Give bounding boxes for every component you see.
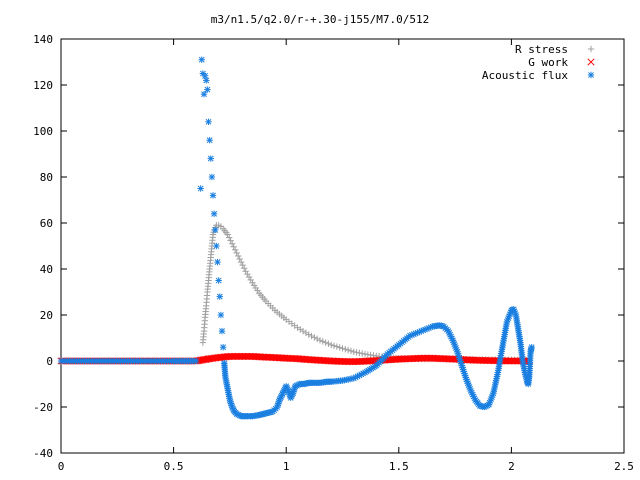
data-point	[230, 243, 237, 250]
data-point	[206, 137, 213, 144]
data-point	[236, 255, 243, 263]
x-tick-label: 0	[58, 460, 65, 473]
y-tick-label: -40	[33, 447, 53, 460]
data-point	[218, 327, 226, 335]
axes: 0 0.5 1 1.5 2 2.5 -40 -20 0 20 40 60 80 100 120 140	[33, 33, 634, 473]
data-point	[245, 273, 253, 281]
x-tick-label: 1	[283, 460, 290, 473]
data-point	[325, 340, 332, 347]
data-point	[336, 344, 343, 351]
legend-label: R stress	[515, 43, 568, 56]
data-point	[328, 341, 335, 349]
data-point	[339, 345, 346, 352]
data-point	[356, 349, 363, 357]
data-point	[197, 185, 204, 192]
data-point	[302, 329, 310, 337]
x-tick-label: 0.5	[164, 460, 184, 473]
data-point	[201, 72, 209, 79]
data-point	[208, 173, 216, 181]
y-tick-label: 140	[33, 33, 53, 46]
data-point	[217, 311, 225, 319]
data-point	[247, 276, 254, 284]
data-point	[214, 258, 221, 266]
data-point	[311, 334, 318, 341]
data-point	[228, 240, 236, 247]
data-point	[239, 261, 246, 269]
x-tick-label: 1.5	[389, 460, 409, 473]
y-tick-label: 60	[40, 217, 53, 230]
legend-marker	[587, 58, 595, 66]
series-layer	[57, 56, 535, 420]
data-point	[192, 357, 200, 365]
data-point	[212, 226, 219, 234]
chart-title: m3/n1.5/q2.0/r-+.30-j155/M7.0/512	[211, 13, 430, 26]
data-point	[347, 347, 355, 355]
y-tick-label: -20	[33, 401, 53, 414]
y-tick-label: 80	[40, 171, 53, 184]
data-point	[204, 86, 211, 93]
data-point	[233, 249, 240, 257]
legend-marker	[587, 45, 595, 53]
y-tick-label: 0	[46, 355, 53, 368]
data-point	[207, 155, 214, 162]
y-tick-label: 100	[33, 125, 53, 138]
data-point	[313, 335, 321, 343]
data-point	[316, 337, 324, 344]
data-point	[305, 331, 312, 338]
legend-label: G work	[528, 56, 568, 69]
data-point	[308, 332, 315, 340]
data-point	[240, 265, 248, 272]
data-point	[231, 246, 239, 254]
series-r-stress	[199, 222, 533, 364]
legend-label: Acoustic flux	[482, 69, 568, 82]
data-point	[219, 344, 227, 351]
data-point	[342, 346, 349, 353]
data-point	[200, 91, 208, 98]
data-point	[209, 192, 217, 199]
data-point	[216, 293, 223, 300]
data-point	[215, 277, 222, 284]
data-point	[297, 326, 304, 333]
data-point	[213, 242, 220, 250]
data-point	[299, 327, 307, 335]
data-point	[359, 350, 366, 357]
data-point	[237, 258, 245, 266]
data-point	[242, 268, 249, 275]
data-point	[322, 339, 329, 346]
data-point	[224, 231, 231, 238]
y-tick-label: 40	[40, 263, 53, 276]
data-point	[353, 349, 360, 356]
y-tick-label: 20	[40, 309, 53, 322]
data-point	[528, 344, 535, 351]
data-point	[344, 346, 352, 354]
series-acoustic-flux	[57, 56, 535, 420]
data-point	[234, 252, 242, 260]
data-point	[205, 118, 212, 125]
data-point	[225, 234, 233, 241]
data-point	[319, 338, 326, 345]
data-point	[333, 343, 341, 350]
plot-frame	[60, 38, 625, 454]
data-point	[203, 77, 210, 84]
data-point	[210, 210, 218, 217]
x-tick-label: 2.5	[614, 460, 634, 473]
data-point	[227, 237, 234, 244]
legend-marker	[587, 71, 595, 79]
data-point	[244, 270, 251, 278]
y-tick-label: 120	[33, 79, 53, 92]
data-point	[198, 56, 205, 63]
data-point	[330, 342, 338, 349]
data-point	[350, 348, 357, 355]
x-tick-label: 2	[508, 460, 515, 473]
